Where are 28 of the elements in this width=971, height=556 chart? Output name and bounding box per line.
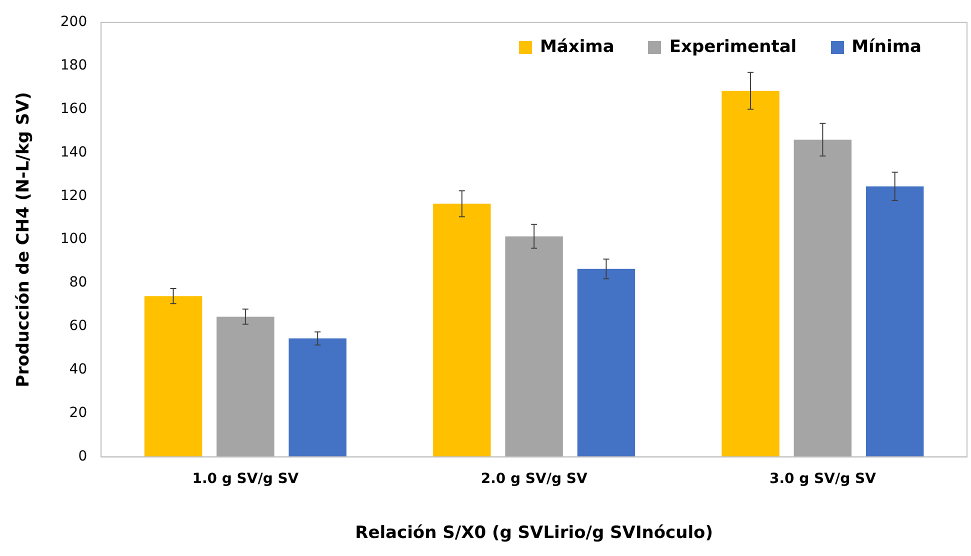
- y-tick-label: 180: [60, 57, 88, 74]
- x-axis-title: Relación S/X0 (g SVLirio/g SVInóculo): [355, 523, 714, 544]
- y-tick-label: 60: [69, 318, 88, 334]
- bar: [288, 338, 346, 457]
- y-tick-label: 200: [60, 14, 88, 30]
- y-axis-title: Producción de CH4 (N-L/kg SV): [14, 92, 34, 388]
- bar: [722, 90, 780, 457]
- y-tick-label: 160: [60, 100, 88, 117]
- x-tick-label: 3.0 g SV/g SV: [769, 470, 876, 487]
- bar: [144, 296, 202, 457]
- y-tick-label: 140: [60, 144, 88, 160]
- bar: [866, 186, 924, 457]
- bar: [216, 316, 274, 457]
- y-tick-label: 100: [60, 231, 88, 248]
- bar: [577, 268, 636, 457]
- bar: [505, 236, 563, 457]
- y-tick-label: 80: [69, 274, 88, 291]
- bar: [433, 204, 491, 457]
- x-tick-label: 1.0 g SV/g SV: [192, 470, 299, 487]
- y-tick-label: 20: [69, 405, 88, 421]
- y-tick-label: 0: [78, 448, 88, 464]
- legend-label: Máxima: [540, 37, 614, 58]
- y-tick-label: 40: [69, 362, 88, 378]
- legend-label: Mínima: [852, 37, 922, 58]
- y-tick-label: 120: [60, 188, 88, 204]
- legend-label: Experimental: [669, 37, 797, 58]
- x-tick-label: 2.0 g SV/g SV: [480, 470, 588, 487]
- bar: [794, 140, 852, 457]
